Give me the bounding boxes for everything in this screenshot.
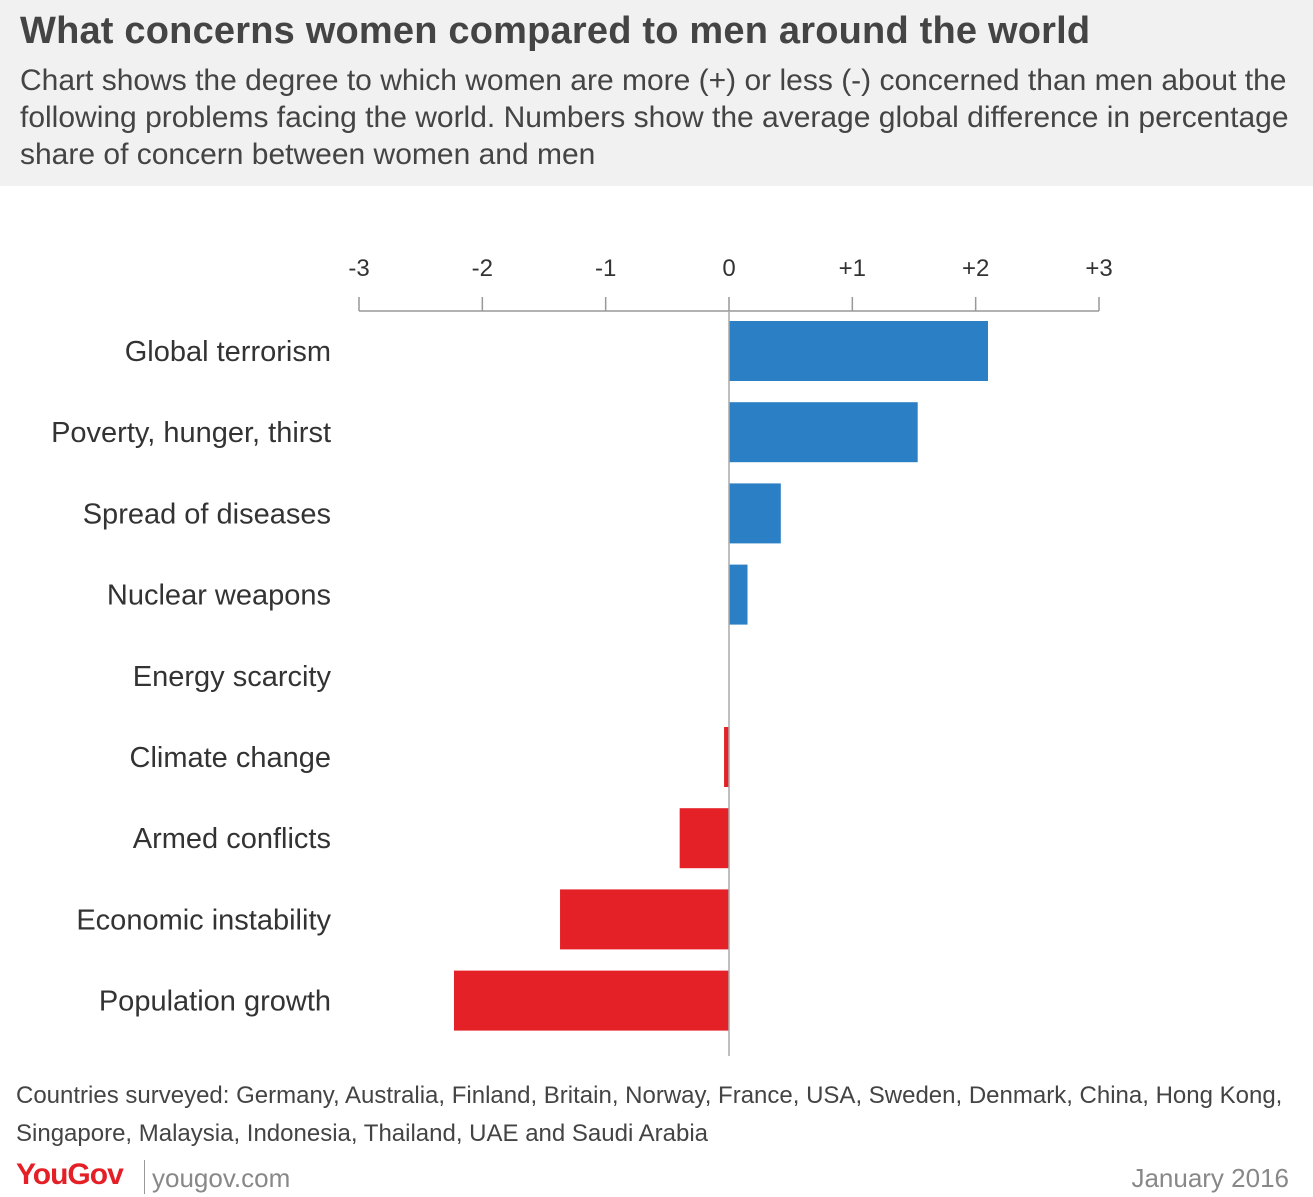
category-label: Armed conflicts <box>133 823 331 855</box>
category-label: Population growth <box>99 986 331 1018</box>
header-band: What concerns women compared to men arou… <box>0 0 1313 186</box>
bar-chart: -3 -2 -1 0 +1 +2 +3 Global terrorism Poverty, hu… <box>51 255 1113 1056</box>
bar <box>724 727 729 787</box>
footer-site-link[interactable]: yougov.com <box>152 1163 291 1193</box>
category-label: Nuclear weapons <box>107 580 331 612</box>
x-tick-label: -1 <box>595 255 616 282</box>
x-tick-label: +3 <box>1085 255 1112 282</box>
x-tick-label: 0 <box>722 255 735 282</box>
category-label: Spread of diseases <box>83 498 331 530</box>
x-tick-label: -3 <box>348 255 369 282</box>
yougov-logo: YouGov <box>16 1158 124 1191</box>
bar <box>453 970 729 1031</box>
bar <box>729 483 781 544</box>
x-tick-label: +1 <box>839 255 866 282</box>
x-tick-label: -2 <box>472 255 493 282</box>
countries-footnote: Countries surveyed: Germany, Australia, … <box>16 1082 1283 1147</box>
category-label: Global terrorism <box>125 336 331 368</box>
bar <box>679 808 729 869</box>
chart-subtitle: Chart shows the degree to which women ar… <box>20 64 1289 171</box>
category-label: Climate change <box>130 742 332 774</box>
chart-title: What concerns women compared to men arou… <box>20 10 1091 52</box>
bar <box>729 564 748 625</box>
category-label: Poverty, hunger, thirst <box>51 417 331 449</box>
bar <box>560 889 729 950</box>
footer-date: January 2016 <box>1131 1163 1289 1193</box>
footer-divider <box>144 1160 145 1194</box>
category-label: Energy scarcity <box>133 661 332 693</box>
category-label: Economic instability <box>76 904 331 936</box>
bar <box>729 402 918 463</box>
x-tick-label: +2 <box>962 255 989 282</box>
bar <box>729 321 988 381</box>
